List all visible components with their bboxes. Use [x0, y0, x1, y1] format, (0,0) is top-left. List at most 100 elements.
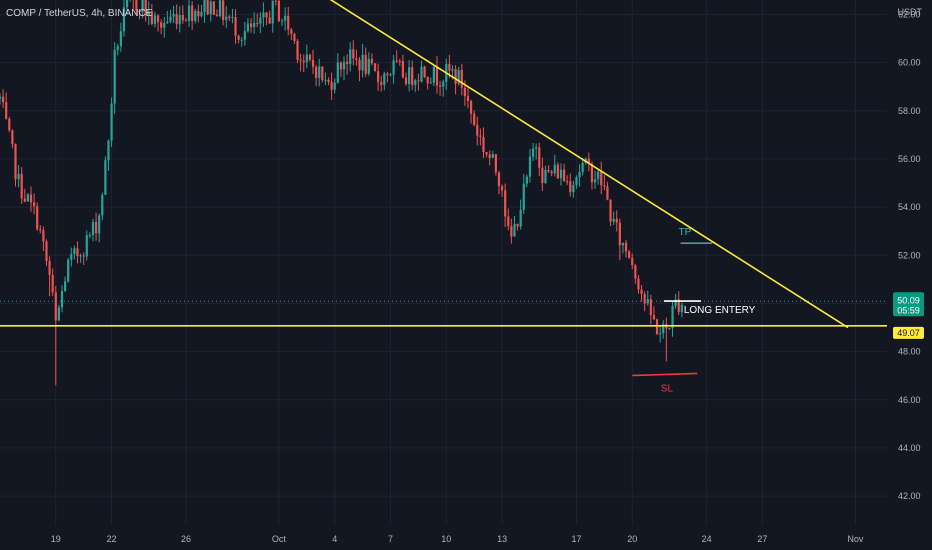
candle-body: [606, 186, 609, 200]
candle-body: [172, 14, 175, 17]
candle-body: [324, 79, 327, 81]
candle-body: [553, 164, 556, 174]
candle-body: [315, 66, 318, 78]
candle-body: [674, 299, 677, 306]
candle-body: [253, 22, 256, 27]
candle-body: [14, 144, 17, 180]
candle-body: [404, 77, 408, 85]
candle-body: [181, 15, 184, 21]
candle-body: [423, 66, 426, 77]
candle-body: [609, 199, 612, 222]
candle-body: [535, 147, 538, 149]
candle-body: [528, 156, 532, 177]
candle-body: [234, 17, 237, 36]
candle-body: [624, 242, 628, 252]
y-tick-label: 46.00: [898, 395, 921, 405]
candle-body: [460, 69, 463, 88]
candle-body: [284, 15, 287, 21]
candle-body: [156, 15, 160, 23]
candle-body: [42, 230, 45, 242]
candle-body: [603, 185, 606, 187]
candle-body: [57, 307, 60, 321]
candle-body: [166, 21, 169, 24]
candle-body: [655, 319, 659, 335]
candle-body: [51, 274, 54, 293]
x-tick-label: 24: [702, 534, 712, 544]
candle-body: [327, 79, 330, 83]
axis-currency-label: USDT: [897, 7, 923, 17]
candle-body: [575, 177, 578, 185]
candle-body: [178, 15, 181, 25]
candle-body: [398, 60, 401, 62]
candle-body: [597, 171, 600, 180]
candle-body: [383, 73, 386, 85]
candle-body: [451, 69, 454, 71]
candle-body: [593, 179, 597, 183]
x-tick-label: 13: [497, 534, 507, 544]
candle-body: [407, 67, 411, 85]
candle-body: [268, 17, 271, 24]
candle-body: [569, 181, 572, 193]
y-tick-label: 62.00: [898, 9, 921, 19]
candle-body: [175, 14, 178, 25]
candle-body: [652, 315, 656, 320]
candle-body: [361, 54, 364, 71]
candle-body: [116, 46, 119, 50]
x-tick-label: 20: [627, 534, 637, 544]
candle-body: [8, 118, 11, 131]
candle-body: [516, 223, 519, 227]
x-tick-label: 26: [181, 534, 191, 544]
take-profit-label: TP: [679, 227, 692, 238]
candle-body: [256, 22, 259, 24]
candle-body: [243, 31, 246, 40]
candle-body: [473, 113, 476, 125]
candle-body: [429, 82, 432, 84]
y-tick-label: 42.00: [898, 491, 921, 501]
support-price-badge: [893, 326, 924, 339]
descending-trendline[interactable]: [324, 0, 849, 329]
y-tick-label: 48.00: [898, 347, 921, 357]
candle-body: [469, 101, 473, 114]
current-price-badge: [893, 292, 924, 317]
candle-body: [466, 96, 470, 102]
candle-body: [346, 61, 349, 65]
candle-body: [296, 40, 299, 60]
candle-body: [646, 299, 649, 304]
candle-body: [79, 255, 82, 257]
stop-loss-line[interactable]: [632, 372, 698, 377]
candle-body: [308, 54, 312, 60]
candle-body: [45, 241, 48, 261]
candle-body: [321, 66, 324, 81]
candle-body: [442, 81, 445, 87]
candle-body: [336, 62, 339, 83]
candle-body: [420, 66, 423, 82]
candle-body: [417, 80, 420, 82]
candle-body: [643, 293, 646, 304]
candle-body: [411, 67, 414, 85]
candle-body: [370, 58, 374, 64]
chart-title[interactable]: COMP / TetherUS, 4h, BINANCE: [6, 8, 153, 19]
x-tick-label: 7: [388, 534, 393, 544]
candle-body: [668, 328, 671, 330]
candle-body: [184, 20, 188, 22]
candle-body: [94, 222, 98, 234]
y-tick-label: 44.00: [898, 443, 921, 453]
candle-body: [187, 5, 191, 21]
candle-body: [556, 164, 559, 179]
support-price-value: 49.07: [897, 328, 920, 338]
candle-body: [578, 172, 581, 178]
candle-body: [618, 222, 621, 246]
candle-body: [628, 251, 631, 259]
candle-body: [426, 76, 429, 84]
candle-body: [70, 254, 73, 260]
candle-body: [197, 10, 200, 17]
candle-body: [29, 194, 33, 203]
y-tick-label: 54.00: [898, 202, 921, 212]
candle-body: [169, 16, 172, 22]
candle-body: [73, 248, 76, 255]
candle-body: [389, 74, 392, 76]
candle-body: [1, 96, 5, 103]
candle-body: [454, 69, 457, 84]
